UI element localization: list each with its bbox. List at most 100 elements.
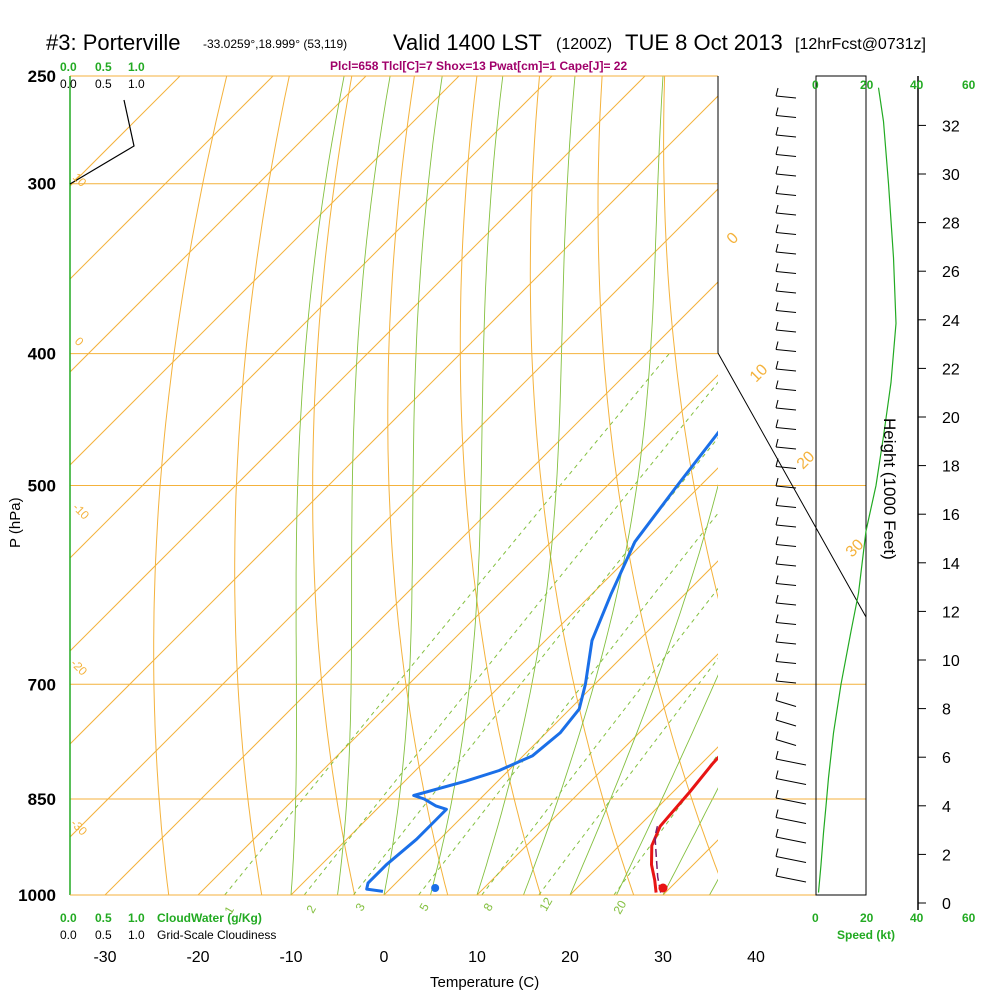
pressure-tick-label: 400 [28,345,56,364]
speed-axis-label: Speed (kt) [837,928,895,942]
wind-barb-flag [775,263,779,272]
cloudiness-profile [69,99,135,185]
sounding-series [365,430,718,893]
wind-barb [775,427,797,430]
wind-barb-flag [775,107,779,116]
wind-barb [775,875,807,883]
isotherm-label: 20 [794,448,819,473]
cloudwater-tick-bottom-0: 0.0 [60,911,77,925]
wind-barb-flag [775,341,779,350]
cloudwater-label: CloudWater (g/Kg) [157,911,262,925]
isotherm-label: 10 [747,361,772,386]
wind-barb-flag [775,594,779,604]
cloudiness-tick-top-0: 0.0 [60,77,77,91]
height-tick-label: 30 [942,167,960,184]
wind-barb-flag [775,770,779,779]
height-tick-label: 22 [942,361,960,378]
wind-barb [775,154,797,157]
wind-barb [775,505,797,508]
wind-barb-flag [775,653,779,662]
wind-barb-flag [775,204,779,214]
wind-barb-flag [775,126,779,136]
mixing-ratio-label: 3 [352,900,368,913]
wind-barb [775,446,797,450]
height-tick-label: 4 [942,799,951,816]
wind-barb-flag [775,789,779,799]
wind-barb-flag [775,516,779,526]
wind-barb-flag [775,282,779,292]
wind-barb-flag [775,614,779,623]
wind-barb [775,115,797,118]
wind-barb [775,661,797,664]
wind-barb [775,368,797,372]
isotherm-label: 30 [843,536,868,561]
moist-adiabat-line [290,76,345,895]
pressure-tick-label: 700 [28,675,56,694]
moist-adiabat-line [337,76,391,895]
height-tick-label: 10 [942,653,960,670]
moist-adiabat-line [383,76,443,895]
wind-barb-flag [775,750,779,760]
height-tick-label: 12 [942,604,960,621]
x-tick-label: 20 [561,949,579,966]
wind-barb [775,95,797,99]
moist-adiabat-line [476,76,576,895]
mixing-ratio-label: 2 [303,902,319,915]
wind-barb [775,193,797,196]
pressure-tick-label: 850 [28,790,56,809]
wind-barb [775,349,797,352]
wind-barb-flag [775,711,779,721]
dry-adiabat-line [459,76,542,895]
height-tick-label: 24 [942,313,960,330]
height-tick-label: 0 [942,896,951,913]
wind-barb [775,602,797,606]
wind-barb-flag [775,672,779,682]
isotherm-line [849,76,1000,895]
wind-barb-flag [775,731,779,740]
wind-barb [775,583,797,586]
isotherm-line [569,746,718,895]
dry-adiabat-line [597,76,718,874]
wind-barb [775,134,797,138]
height-tick-label: 26 [942,264,960,281]
title-coords: -33.0259°,18.999° (53,119) [203,37,347,51]
cloudiness-tick-bottom-0: 0.0 [60,928,77,942]
series-line-dewpoint [365,430,718,893]
speed-tick-top-3: 60 [962,78,976,92]
wind-speed-profile [817,87,897,893]
height-tick-label: 20 [942,410,960,427]
cloudwater-tick-top-2: 1.0 [128,60,145,74]
wind-barb [775,232,797,235]
title-z: (1200Z) [556,36,612,53]
speed-tick-top-2: 40 [910,78,924,92]
isotherm-line [476,653,718,895]
wind-barb-flag [775,809,779,818]
pressure-tick-label: 1000 [18,886,56,905]
height-tick-label: 18 [942,459,960,476]
series-line-parcel [654,826,662,893]
x-tick-label: -30 [93,949,116,966]
wind-barb [775,622,797,625]
dry-adiabat-line [234,76,290,895]
isotherm-line [70,76,274,280]
mixing-ratio-label: 20 [610,898,629,917]
mixing-ratio-label: 12 [536,895,555,914]
x-tick-label: 30 [654,949,672,966]
dry-adiabat-line [387,76,449,895]
moist-adiabat-line [569,484,718,895]
wind-barb [775,290,797,294]
wind-barb [775,680,797,684]
wind-barb [775,212,797,216]
cloudiness-tick-top-1: 0.5 [95,77,112,91]
wind-barb-flag [775,321,779,331]
cloudiness-tick-bottom-2: 1.0 [128,928,145,942]
wind-barb [775,856,807,863]
cloudiness-tick-bottom-1: 0.5 [95,928,112,942]
wind-barb [775,329,797,333]
wind-barb-flag [775,867,779,877]
moist-adiabat-line [430,76,504,895]
x-tick-label: 10 [468,949,486,966]
wind-barb [775,778,807,785]
speed-panel [815,75,867,896]
